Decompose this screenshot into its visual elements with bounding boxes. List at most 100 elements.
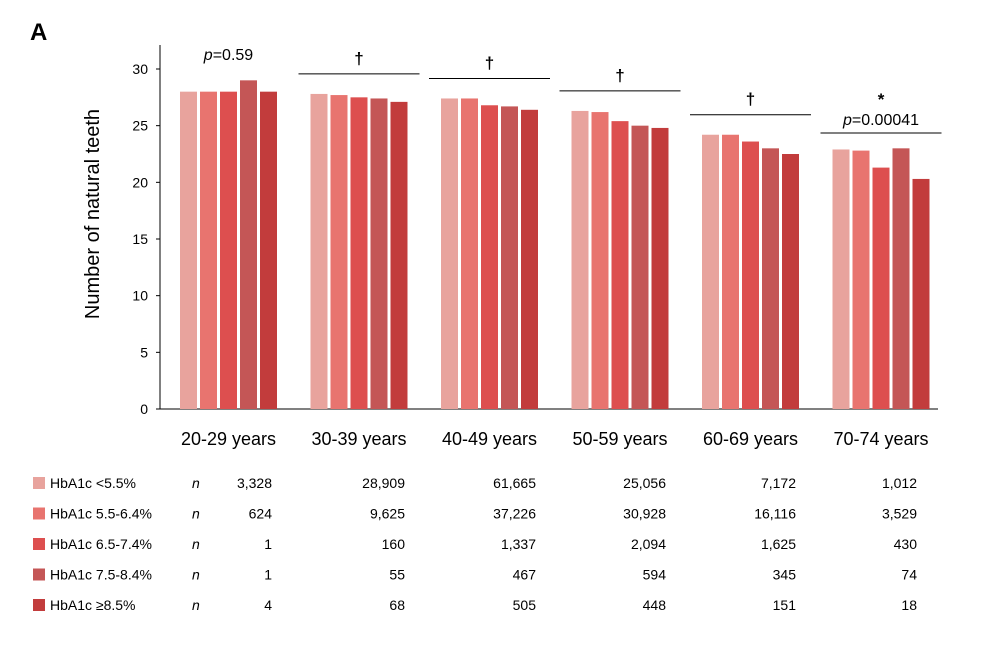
p-value-prefix: p — [842, 112, 852, 129]
bar-40-49-years-series-5 — [521, 109, 538, 410]
p-value-prefix: p — [203, 47, 213, 64]
table-cell: 624 — [249, 506, 273, 522]
legend-label: HbA1c <5.5% — [50, 475, 136, 491]
bar-60-69-years-series-2 — [722, 134, 739, 409]
table-cell: 2,094 — [631, 536, 666, 552]
table-cell: 1,625 — [761, 536, 796, 552]
bar-70-74-years-series-3 — [872, 167, 890, 409]
legend-label: HbA1c 5.5-6.4% — [50, 506, 152, 522]
bar-40-49-years-series-1 — [441, 98, 458, 409]
p-value-label: p=0.59 — [203, 47, 253, 64]
table-cell: 61,665 — [493, 475, 536, 491]
bar-20-29-years-series-2 — [200, 91, 217, 410]
bar-70-74-years-series-1 — [832, 149, 850, 409]
bar-50-59-years-series-2 — [591, 112, 609, 410]
y-tick-label: 20 — [132, 174, 148, 190]
table-cell: 7,172 — [761, 475, 796, 491]
bar-20-29-years-series-5 — [260, 91, 277, 410]
table-cell: 467 — [513, 567, 537, 583]
y-tick-label: 25 — [132, 118, 148, 134]
bar-50-59-years-series-5 — [651, 127, 669, 409]
bar-70-74-years-series-4 — [892, 148, 910, 410]
bar-20-29-years-series-4 — [240, 80, 257, 409]
x-tick-label: 30-39 years — [311, 429, 406, 449]
table-cell: 30,928 — [623, 506, 666, 522]
legend-swatch — [33, 599, 45, 611]
table-cell: 1,012 — [882, 475, 917, 491]
y-tick-label: 15 — [132, 231, 148, 247]
p-value-text: =0.59 — [213, 47, 254, 64]
legend-swatch — [33, 507, 45, 520]
y-axis-label: Number of natural teeth — [82, 109, 104, 319]
table-cell: 430 — [894, 536, 918, 552]
table-cell: 68 — [389, 597, 405, 613]
bar-30-39-years-series-4 — [370, 98, 388, 409]
table-cell: 25,056 — [623, 475, 666, 491]
significance-annotations: p=0.59 † †††p=0.00041* — [203, 47, 942, 134]
significance-symbol: * — [878, 90, 885, 109]
bar-50-59-years-series-4 — [631, 125, 649, 410]
table-cell: 4 — [264, 597, 272, 613]
bar-60-69-years-series-3 — [742, 141, 759, 410]
bar-30-39-years-series-2 — [330, 95, 348, 410]
sample-size-table: HbA1c <5.5% n 3,328 28,909 61,665 25,056 7,172… — [33, 475, 917, 613]
bar-40-49-years-series-3 — [481, 105, 498, 410]
significance-symbol: † — [354, 49, 363, 68]
bar-70-74-years-series-2 — [852, 150, 870, 409]
p-value-text: =0.00041 — [852, 112, 919, 129]
table-cell: 16,116 — [754, 506, 796, 522]
y-tick-label: 5 — [140, 344, 148, 360]
bar-60-69-years-series-4 — [762, 148, 779, 410]
x-tick-label: 40-49 years — [442, 429, 537, 449]
bar-40-49-years-series-2 — [461, 98, 478, 409]
chart-bars: 20-29 years 30-39 years 40-49 years 50-59 y… — [180, 80, 930, 449]
bar-20-29-years-series-1 — [180, 91, 197, 410]
legend-label: HbA1c 7.5-8.4% — [50, 567, 152, 583]
table-cell: 151 — [773, 597, 797, 613]
significance-symbol: † — [485, 53, 494, 72]
table-cell: 3,328 — [237, 475, 272, 491]
bar-30-39-years-series-3 — [350, 97, 368, 409]
n-label: n — [192, 475, 200, 491]
table-cell: 55 — [389, 567, 405, 583]
bar-50-59-years-series-3 — [611, 121, 629, 409]
table-cell: 345 — [773, 567, 797, 583]
legend-swatch — [33, 538, 45, 550]
x-tick-label: 50-59 years — [572, 429, 667, 449]
legend-label: HbA1c ≥8.5% — [50, 597, 136, 613]
y-tick-label: 30 — [132, 61, 148, 77]
significance-symbol: † — [615, 66, 624, 85]
n-label: n — [192, 536, 200, 552]
n-label: n — [192, 567, 200, 583]
table-cell: 1,337 — [501, 536, 536, 552]
table-cell: 594 — [643, 567, 667, 583]
significance-symbol: † — [746, 90, 755, 109]
bar-70-74-years-series-5 — [912, 178, 930, 409]
table-cell: 448 — [643, 597, 667, 613]
table-cell: 37,226 — [493, 506, 536, 522]
table-cell: 18 — [901, 597, 917, 613]
table-cell: 3,529 — [882, 506, 917, 522]
chart-axes: 0 5 10 15 20 25 30 Number of natural teeth — [82, 45, 938, 417]
table-cell: 505 — [513, 597, 537, 613]
x-tick-label: 60-69 years — [703, 429, 798, 449]
table-cell: 28,909 — [362, 475, 405, 491]
table-cell: 1 — [264, 536, 272, 552]
bar-30-39-years-series-1 — [310, 93, 328, 409]
n-label: n — [192, 506, 200, 522]
bar-60-69-years-series-5 — [782, 154, 799, 409]
y-tick-label: 0 — [140, 401, 148, 417]
y-tick-label: 10 — [132, 288, 148, 304]
n-label: n — [192, 597, 200, 613]
bar-60-69-years-series-1 — [702, 134, 719, 409]
bar-50-59-years-series-1 — [571, 110, 589, 409]
table-cell: 1 — [264, 567, 272, 583]
x-tick-label: 20-29 years — [181, 429, 276, 449]
bar-30-39-years-series-5 — [390, 101, 408, 409]
panel-label: A — [30, 19, 47, 46]
table-cell: 160 — [382, 536, 406, 552]
table-cell: 9,625 — [370, 506, 405, 522]
legend-swatch — [33, 568, 45, 581]
legend-label: HbA1c 6.5-7.4% — [50, 536, 152, 552]
